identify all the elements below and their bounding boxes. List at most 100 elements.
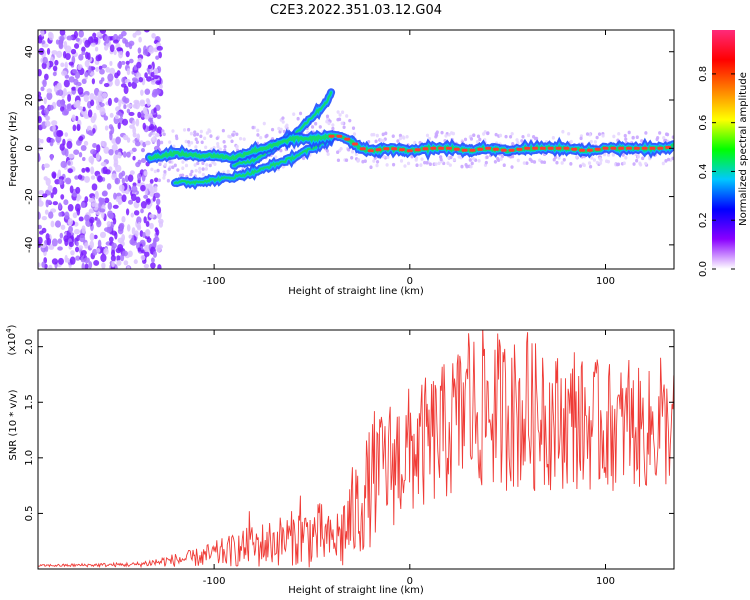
noise-speckle [130, 193, 137, 202]
noise-speckle [48, 211, 54, 219]
noise-speckle [133, 79, 139, 84]
noise-speckle [126, 108, 131, 114]
halo-speckle [337, 117, 342, 122]
halo-speckle [351, 126, 356, 130]
snr-data [38, 330, 674, 569]
noise-speckle [51, 258, 59, 265]
noise-speckle [131, 227, 136, 235]
noise-speckle [94, 190, 99, 200]
noise-speckle [116, 47, 123, 52]
noise-speckle [90, 166, 95, 175]
noise-speckle [71, 86, 77, 91]
noise-speckle [159, 84, 163, 89]
halo-speckle [644, 161, 648, 166]
halo-speckle [522, 161, 526, 165]
halo-speckle [292, 112, 296, 116]
y-tick-label: 0.5 [24, 505, 35, 521]
noise-speckle [132, 132, 137, 138]
noise-speckle [144, 244, 148, 253]
halo-speckle [621, 153, 625, 157]
noise-speckle [52, 65, 58, 72]
noise-speckle [110, 126, 115, 135]
halo-speckle [361, 159, 365, 164]
halo-speckle [201, 161, 205, 166]
halo-speckle [327, 121, 331, 126]
noise-speckle [111, 249, 116, 257]
halo-speckle [515, 138, 519, 142]
halo-speckle [369, 165, 373, 170]
noise-speckle [103, 146, 110, 154]
y-tick-label: 0 [24, 145, 35, 151]
noise-speckle [103, 227, 110, 232]
halo-speckle [482, 132, 486, 136]
noise-speckle [153, 107, 157, 114]
noise-speckle [111, 173, 118, 181]
track-core [618, 146, 625, 150]
halo-speckle [398, 136, 403, 141]
noise-speckle [60, 98, 65, 107]
noise-speckle [107, 97, 112, 107]
track-core [414, 148, 421, 152]
halo-speckle [661, 161, 665, 166]
noise-speckle [60, 105, 65, 112]
noise-speckle [81, 225, 86, 234]
noise-speckle [43, 73, 49, 81]
halo-speckle [463, 137, 468, 142]
noise-speckle [96, 218, 101, 225]
noise-speckle [121, 194, 127, 203]
halo-speckle [150, 167, 154, 172]
snr-ylabel: SNR (10 * v/v) [8, 389, 19, 460]
halo-speckle [598, 156, 602, 161]
noise-speckle [78, 106, 84, 111]
noise-speckle [66, 140, 73, 149]
track-core [492, 147, 499, 151]
track-core [571, 147, 578, 151]
noise-speckle [152, 74, 159, 80]
noise-speckle [74, 175, 79, 180]
noise-speckle [146, 198, 151, 205]
halo-speckle [314, 121, 318, 126]
noise-speckle [87, 109, 93, 118]
halo-speckle [204, 145, 208, 150]
halo-speckle [414, 156, 419, 160]
halo-speckle [410, 154, 414, 159]
noise-speckle [97, 239, 102, 248]
halo-speckle [504, 134, 508, 139]
halo-speckle [199, 134, 203, 139]
noise-speckle [66, 103, 71, 110]
halo-speckle [401, 135, 405, 139]
halo-speckle [336, 110, 340, 114]
noise-speckle [104, 45, 109, 51]
halo-speckle [181, 166, 185, 171]
noise-speckle [132, 119, 136, 126]
noise-speckle [148, 46, 155, 54]
track-core [532, 146, 539, 150]
noise-speckle [71, 114, 76, 122]
noise-speckle [154, 88, 161, 95]
noise-speckle [101, 64, 108, 69]
noise-speckle [155, 55, 160, 60]
noise-speckle [154, 192, 161, 199]
noise-speckle [72, 124, 77, 132]
halo-speckle [211, 160, 215, 165]
halo-speckle [285, 123, 289, 128]
track-core [445, 146, 452, 150]
halo-speckle [235, 132, 239, 137]
halo-speckle [425, 133, 430, 138]
noise-speckle [121, 215, 126, 223]
noise-speckle [60, 194, 65, 200]
noise-speckle [93, 260, 100, 266]
noise-speckle [155, 80, 162, 85]
halo-speckle [279, 148, 283, 153]
noise-speckle [41, 216, 48, 221]
noise-speckle [64, 148, 69, 157]
track-core [477, 147, 484, 151]
halo-speckle [595, 160, 599, 165]
noise-speckle [121, 233, 126, 242]
halo-speckle [664, 132, 669, 137]
noise-speckle [38, 262, 41, 268]
halo-speckle [403, 164, 407, 168]
noise-speckle [108, 148, 114, 156]
noise-speckle [149, 123, 155, 131]
